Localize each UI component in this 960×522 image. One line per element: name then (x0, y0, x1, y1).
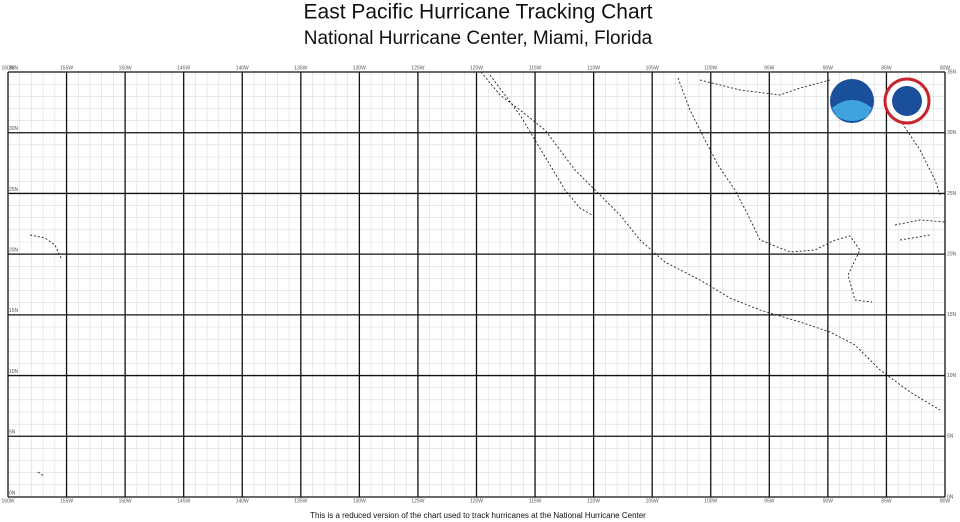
longitude-label: 85W (881, 498, 892, 504)
nws-logo-center (892, 86, 922, 116)
longitude-label: 90W (823, 498, 834, 504)
coastline (29, 219, 946, 477)
longitude-label: 90W (823, 65, 834, 71)
longitude-label: 85W (881, 65, 892, 71)
agency-logos (830, 77, 931, 125)
longitude-label: 160W (1, 498, 14, 504)
longitude-label: 145W (177, 65, 190, 71)
longitude-label: 105W (646, 65, 659, 71)
longitude-label: 130W (353, 65, 366, 71)
coastline (699, 79, 941, 196)
longitude-label: 150W (119, 65, 132, 71)
longitude-label: 145W (177, 498, 190, 504)
latitude-label: 5N (9, 430, 16, 436)
longitude-label: 155W (60, 65, 73, 71)
longitude-label: 130W (353, 498, 366, 504)
latitude-label: 10N (947, 373, 957, 379)
longitude-label: 150W (119, 498, 132, 504)
latitude-label: 15N (9, 308, 19, 314)
longitude-label: 100W (704, 498, 717, 504)
grid (7, 71, 946, 498)
map-title: East Pacific Hurricane Tracking Chart (304, 1, 653, 24)
longitude-label: 140W (236, 65, 249, 71)
map-subtitle: National Hurricane Center, Miami, Florid… (304, 28, 653, 49)
longitude-label: 155W (60, 498, 73, 504)
longitude-label: 110W (587, 65, 600, 71)
latitude-label: 5N (947, 434, 954, 440)
noaa-logo-wave (832, 100, 872, 121)
longitude-label: 115W (529, 65, 542, 71)
latitude-label: 30N (9, 126, 19, 132)
latitude-label: 15N (947, 312, 957, 318)
coastline (677, 77, 873, 303)
longitude-label: 80W (940, 498, 951, 504)
longitude-label: 95W (764, 498, 775, 504)
longitude-label: 135W (294, 65, 307, 71)
longitude-label: 160W (1, 65, 14, 71)
latitude-label: 30N (947, 130, 957, 136)
longitude-label: 125W (411, 65, 424, 71)
latitude-label: 35N (947, 69, 957, 75)
longitude-label: 135W (294, 498, 307, 504)
latitude-label: 10N (9, 369, 19, 375)
map-footer: This is a reduced version of the chart u… (310, 511, 646, 520)
coastline (480, 71, 941, 411)
longitude-label: 100W (704, 65, 717, 71)
latitude-label: 20N (9, 247, 19, 253)
latitude-label: 25N (947, 191, 957, 197)
latitude-label: 25N (9, 187, 19, 193)
longitude-label: 120W (470, 498, 483, 504)
longitude-label: 80W (940, 65, 951, 71)
longitude-label: 95W (764, 65, 775, 71)
coastline (489, 74, 593, 216)
longitude-label: 105W (646, 498, 659, 504)
longitude-label: 120W (470, 65, 483, 71)
latitude-label: 0N (9, 490, 16, 496)
coastlines (29, 71, 946, 477)
longitude-label: 140W (236, 498, 249, 504)
latitude-label: 20N (947, 251, 957, 257)
longitude-label: 110W (587, 498, 600, 504)
latitude-label: 35N (9, 65, 19, 71)
latitude-label: 0N (947, 494, 954, 500)
longitude-label: 125W (411, 498, 424, 504)
longitude-label: 115W (529, 498, 542, 504)
